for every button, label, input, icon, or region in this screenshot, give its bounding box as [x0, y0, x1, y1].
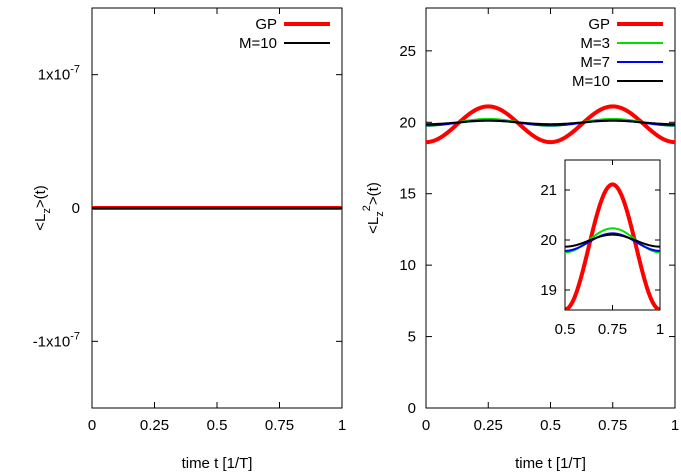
x-tick-label: 0.75 — [598, 417, 627, 434]
x-tick-label: 0.5 — [207, 417, 228, 434]
y-tick-label: 19 — [540, 282, 557, 299]
y-axis-label-right: <Lz2>(t) — [361, 182, 386, 234]
x-tick-label: 0.75 — [265, 417, 294, 434]
x-tick-label: 0 — [422, 417, 430, 434]
legend-label: M=3 — [580, 35, 610, 52]
y-tick-label: 25 — [399, 43, 416, 60]
x-tick-label: 1 — [656, 321, 664, 338]
x-tick-label: 0.25 — [474, 417, 503, 434]
inset-series-line-m7 — [565, 232, 660, 252]
y-tick-label: 10 — [399, 257, 416, 274]
y-tick-label: 0 — [408, 400, 416, 417]
inset-series-line-gp — [565, 182, 660, 310]
y-axis-label-left: <Lz>(t) — [32, 185, 53, 231]
y-tick-label: 20 — [399, 114, 416, 131]
legend-label: GP — [255, 16, 277, 33]
legend-label: M=7 — [580, 54, 610, 71]
inset-ticks: 0.5 0.75 1 19 20 21 — [540, 160, 664, 338]
x-axis-label-right: time t [1/T] — [515, 455, 586, 472]
inset-series — [565, 182, 660, 310]
legend-left: GP M=10 — [239, 16, 330, 52]
series-line-m10 — [426, 119, 675, 126]
legend-label: M=10 — [572, 73, 610, 90]
y-tick-label: 0 — [72, 200, 80, 217]
y-tick-label: 20 — [540, 232, 557, 249]
x-tick-label: 1 — [338, 417, 346, 434]
y-tick-label: 1x10-7 — [38, 64, 80, 84]
x-tick-label: 0.75 — [598, 321, 627, 338]
x-tick-label: 0 — [88, 417, 96, 434]
legend-label: GP — [588, 16, 610, 33]
y-tick-label: 5 — [408, 329, 416, 346]
y-tick-label: -1x10-7 — [33, 330, 80, 350]
x-tick-label: 0.25 — [140, 417, 169, 434]
legend-label: M=10 — [239, 35, 277, 52]
x-tick-label: 0.5 — [540, 417, 561, 434]
axis-ticks-left: 0 0.25 0.5 0.75 1 -1x10-7 0 1x10-7 — [33, 8, 346, 434]
inset-series-line-m10 — [565, 233, 660, 248]
y-tick-label: 21 — [540, 182, 557, 199]
series-line-gp — [425, 104, 676, 145]
x-tick-label: 1 — [671, 417, 679, 434]
legend-right: GP M=3 M=7 M=10 — [572, 16, 663, 90]
y-tick-label: 15 — [399, 186, 416, 203]
x-axis-label-left: time t [1/T] — [182, 455, 253, 472]
x-tick-label: 0.5 — [555, 321, 576, 338]
